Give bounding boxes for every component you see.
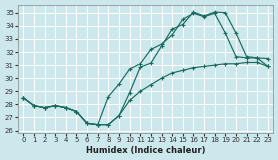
X-axis label: Humidex (Indice chaleur): Humidex (Indice chaleur)	[86, 146, 205, 155]
